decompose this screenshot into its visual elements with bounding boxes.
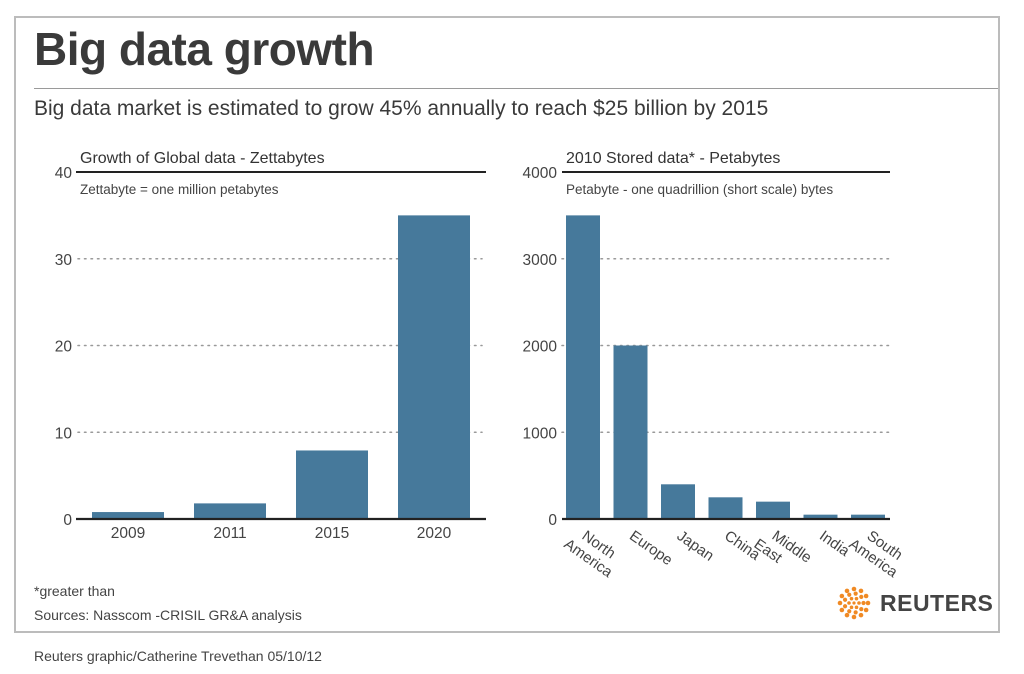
zettabytes-x-tick-label: 2009 — [111, 525, 145, 542]
petabytes-y-tick-label: 4000 — [523, 165, 558, 182]
logo-dot — [847, 592, 852, 597]
logo-dot — [853, 591, 858, 596]
sources-note: Sources: Nasscom -CRISIL GR&A analysis — [34, 607, 302, 623]
petabytes-bar — [851, 514, 885, 519]
zettabytes-x-tick-label: 2011 — [213, 525, 246, 542]
logo-dot — [847, 601, 851, 605]
reuters-logo-text: REUTERS — [880, 589, 994, 616]
petabytes-x-tick-label: NorthAmerica — [561, 522, 626, 582]
logo-dot — [844, 612, 850, 618]
petabytes-y-tick-label: 1000 — [523, 425, 558, 442]
petabytes-x-tick-label: MiddleEast — [751, 522, 815, 581]
zettabytes-bar — [194, 503, 266, 519]
petabytes-bar — [661, 484, 695, 519]
zettabytes-bar — [296, 450, 368, 519]
logo-dot — [842, 604, 848, 609]
logo-dot — [849, 605, 854, 610]
zettabytes-bar — [92, 512, 164, 519]
logo-dot — [863, 593, 869, 599]
petabytes-x-tick-label: Europe — [626, 527, 675, 569]
logo-dot — [854, 605, 859, 610]
zettabytes-y-tick-label: 0 — [63, 512, 72, 529]
logo-dot — [859, 607, 864, 612]
logo-dot — [839, 607, 845, 613]
zettabytes-chart-subtitle: Zettabyte = one million petabytes — [80, 182, 279, 197]
zettabytes-y-tick-label: 20 — [55, 339, 73, 356]
logo-dot — [853, 610, 858, 615]
petabytes-chart-title: 2010 Stored data* - Petabytes — [566, 150, 780, 167]
petabytes-bar — [613, 345, 648, 519]
logo-dot — [851, 586, 857, 592]
logo-dot — [859, 594, 864, 599]
zettabytes-y-tick-label: 40 — [55, 165, 73, 182]
logo-dot — [851, 614, 857, 620]
logo-dot — [858, 588, 864, 594]
zettabytes-chart-title: Growth of Global data - Zettabytes — [80, 150, 325, 167]
zettabytes-x-tick-label: 2020 — [417, 525, 452, 542]
petabytes-x-tick-label: Japan — [674, 527, 717, 564]
logo-dot — [857, 601, 861, 605]
footnote-greater-than: *greater than — [34, 583, 115, 599]
petabytes-x-tick-label: India — [816, 527, 853, 560]
petabytes-y-tick-label: 2000 — [523, 339, 558, 356]
zettabytes-y-tick-label: 30 — [55, 252, 73, 269]
zettabytes-bar — [398, 215, 470, 519]
graphic-credit: Reuters graphic/Catherine Trevethan 05/1… — [34, 648, 322, 664]
logo-dot — [842, 597, 848, 602]
petabytes-bar — [566, 215, 600, 519]
logo-dot — [854, 596, 859, 601]
page-subtitle: Big data market is estimated to grow 45%… — [34, 97, 769, 120]
logo-dot — [858, 612, 864, 618]
zettabytes-chart-group: Growth of Global data - Zettabytes Zettab… — [55, 150, 486, 542]
zettabytes-x-tick-label: 2015 — [315, 525, 349, 542]
logo-dot — [847, 609, 852, 614]
reuters-logo: REUTERS — [836, 586, 993, 620]
logo-dot — [865, 600, 871, 606]
logo-dot — [852, 601, 856, 605]
petabytes-bar — [708, 497, 743, 519]
logo-dot — [861, 600, 866, 606]
zettabytes-y-tick-label: 10 — [55, 425, 73, 442]
graphic-frame — [14, 16, 1000, 633]
title-divider — [34, 88, 998, 89]
logo-dot — [839, 593, 845, 599]
logo-dot — [863, 607, 869, 613]
logo-dot — [844, 588, 850, 594]
petabytes-chart-group: 2010 Stored data* - Petabytes Petabyte - … — [523, 150, 911, 582]
petabytes-y-tick-label: 0 — [548, 512, 557, 529]
page-title: Big data growth — [34, 23, 375, 75]
logo-dot — [837, 600, 843, 606]
petabytes-y-tick-label: 3000 — [523, 252, 558, 269]
petabytes-bar — [803, 514, 838, 519]
reuters-dot-logo-icon — [837, 586, 871, 620]
petabytes-chart-subtitle: Petabyte - one quadrillion (short scale)… — [566, 182, 833, 197]
petabytes-bar — [756, 501, 790, 519]
logo-dot — [849, 596, 854, 601]
petabytes-x-tick-label: SouthAmerica — [846, 522, 911, 582]
